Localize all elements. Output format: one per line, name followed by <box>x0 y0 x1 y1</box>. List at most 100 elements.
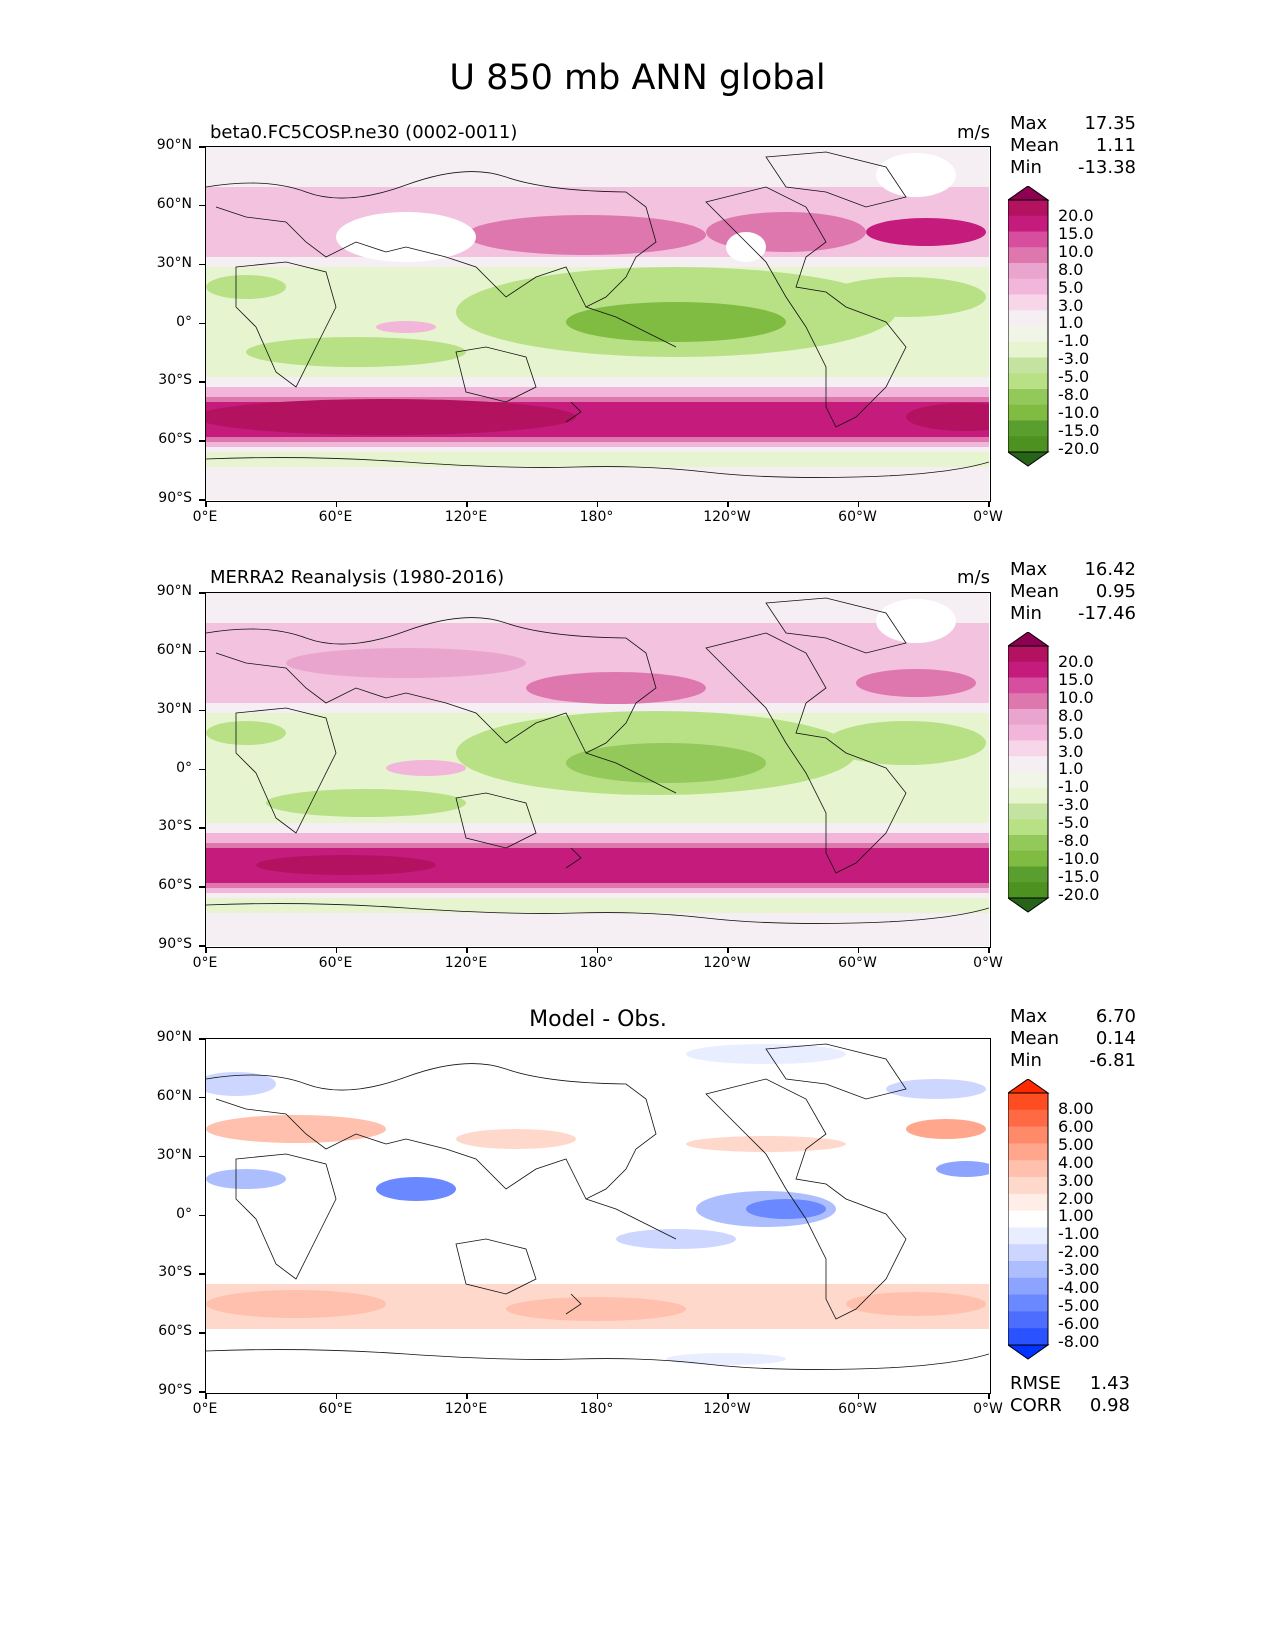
y-tick-label: 30°N <box>156 254 192 271</box>
colorbar <box>1006 1078 1052 1365</box>
x-tick-label: 60°E <box>318 955 353 971</box>
y-tick-label: 30°N <box>156 700 192 717</box>
colorbar-swatch <box>1008 1244 1048 1262</box>
colorbar-swatch <box>1008 661 1048 678</box>
colorbar-label: 20.0 <box>1058 206 1094 225</box>
y-tick <box>199 945 205 947</box>
colorbar-label: 3.0 <box>1058 295 1084 315</box>
y-tick <box>199 709 205 712</box>
y-tick-label: 60°N <box>156 1087 192 1104</box>
stat-label: Mean <box>1010 135 1060 156</box>
y-tick-label: 30°S <box>158 372 192 389</box>
colorbar-label: -5.0 <box>1058 367 1090 387</box>
units-label: m/s <box>957 567 990 588</box>
x-tick-label: 180° <box>579 509 614 525</box>
x-tick <box>335 947 337 953</box>
colorbar-label: 8.00 <box>1058 1099 1094 1118</box>
colorbar-swatch <box>1008 1328 1048 1346</box>
x-tick <box>988 947 990 953</box>
colorbar-swatch <box>1008 1294 1048 1312</box>
colorbar-label: 8.0 <box>1058 259 1084 279</box>
coastlines <box>206 597 989 924</box>
colorbar-swatch <box>1008 1109 1048 1128</box>
y-tick <box>199 381 205 383</box>
x-tick-label: 0°E <box>192 1401 218 1417</box>
colorbar-label: -3.00 <box>1058 1260 1100 1280</box>
x-tick <box>988 501 990 507</box>
stat-label: Min <box>1010 157 1042 178</box>
x-tick <box>988 1393 990 1399</box>
x-tick-label: 120°W <box>703 955 751 971</box>
colorbar-label: 5.00 <box>1058 1134 1094 1154</box>
colorbar-swatch <box>1008 310 1048 327</box>
x-tick-label: 60°E <box>318 1401 353 1417</box>
colorbar-label: 2.00 <box>1058 1188 1094 1208</box>
y-tick-label: 90°S <box>158 936 192 952</box>
x-tick-label: 0°E <box>192 955 218 971</box>
colorbar-labels: 20.0 15.0 10.0 8.0 5.0 3.0 1.0 -1.0 -3.0 -5.0 -8.0… <box>1058 207 1099 458</box>
colorbar-swatch <box>1008 215 1048 232</box>
colorbar-label: -8.00 <box>1058 1331 1100 1351</box>
colorbar-label: 8.0 <box>1058 705 1084 725</box>
x-tick-label: 0°W <box>973 955 1003 971</box>
stats-box: Max 6.70 Mean 0.14 Min -6.81 <box>1010 1006 1136 1072</box>
colorbar-label: -20.0 <box>1058 438 1100 458</box>
colorbar <box>1006 185 1052 472</box>
colorbar-swatch <box>1008 756 1048 773</box>
y-tick-label: 0° <box>176 1205 192 1222</box>
x-tick <box>596 501 598 507</box>
map-field <box>206 147 989 500</box>
stat-value: 6.70 <box>1095 1006 1136 1027</box>
x-tick <box>335 501 337 507</box>
stat-label: Max <box>1010 559 1048 580</box>
y-tick-label: 0° <box>176 313 192 330</box>
colorbar-label: -15.0 <box>1058 420 1100 440</box>
x-tick-label: 180° <box>579 1401 614 1417</box>
panel-title: MERRA2 Reanalysis (1980-2016) <box>210 567 505 588</box>
colorbar-swatch <box>1008 1193 1048 1212</box>
x-tick-label: 60°E <box>318 509 353 525</box>
x-tick <box>466 501 468 507</box>
colorbar-label: -8.0 <box>1058 385 1090 405</box>
y-tick <box>199 1214 205 1216</box>
stat-value: 16.42 <box>1084 559 1136 580</box>
x-tick-label: 120°E <box>444 1401 488 1417</box>
y-tick-label: 90°S <box>158 490 192 506</box>
stat-value: 1.11 <box>1095 135 1136 156</box>
y-tick-label: 30°S <box>158 818 192 835</box>
colorbar-label: -10.0 <box>1058 402 1100 422</box>
colorbar-swatch <box>1008 850 1048 867</box>
colorbar-label: 20.0 <box>1058 652 1094 671</box>
stats-box: Max 16.42 Mean 0.95 Min -17.46 <box>1010 559 1136 625</box>
colorbar-swatch <box>1008 787 1048 804</box>
colorbar-swatch <box>1008 1227 1048 1245</box>
x-tick <box>857 1393 859 1399</box>
stat-value: -6.81 <box>1089 1050 1136 1071</box>
x-tick <box>857 947 859 953</box>
colorbar-label: -1.00 <box>1058 1224 1100 1244</box>
y-tick-label: 90°N <box>156 583 192 599</box>
colorbar-svg <box>1006 185 1050 467</box>
colorbar <box>1006 631 1052 918</box>
y-tick-label: 90°S <box>158 1382 192 1398</box>
colorbar-swatch <box>1008 341 1048 358</box>
stat-label: Mean <box>1010 581 1060 602</box>
colorbar-swatch <box>1008 263 1048 280</box>
y-tick <box>199 1391 205 1393</box>
colorbar-swatch <box>1008 835 1048 852</box>
y-tick-label: 0° <box>176 759 192 776</box>
stat-label: RMSE <box>1010 1373 1061 1394</box>
x-tick <box>857 501 859 507</box>
y-tick <box>199 886 205 888</box>
colorbar-swatch <box>1008 247 1048 264</box>
x-tick <box>466 1393 468 1399</box>
x-tick-label: 60°W <box>838 955 877 971</box>
colorbar-swatch <box>1008 404 1048 421</box>
y-tick-label: 60°S <box>158 431 192 448</box>
y-tick <box>199 1096 205 1099</box>
error-stats-box: RMSE 1.43 CORR 0.98 <box>1010 1373 1130 1417</box>
colorbar-label: 1.0 <box>1058 759 1084 779</box>
y-tick <box>199 146 205 148</box>
y-tick <box>199 263 205 266</box>
y-tick <box>199 1273 205 1275</box>
